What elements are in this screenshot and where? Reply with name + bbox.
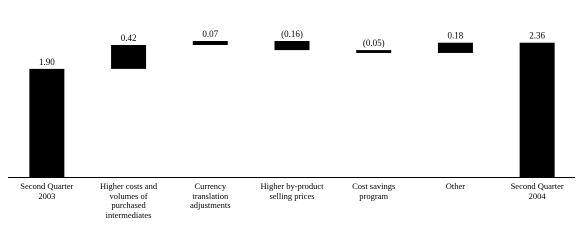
value-label: 0.07 [202, 29, 218, 39]
value-label: 2.36 [529, 31, 545, 41]
value-label: 0.42 [121, 33, 137, 43]
bar [111, 44, 147, 69]
bar [437, 42, 473, 53]
x-tick-label: Other [445, 181, 466, 191]
chart-canvas: 1.90 0.42 0.07 (0.16) (0.05) 0.18 2.36 [8, 29, 575, 178]
x-tick-label: Higher costs and volumes of purchased in… [99, 181, 158, 220]
bar [29, 68, 65, 177]
x-tick-label: Higher by-product selling prices [260, 181, 324, 201]
bar [356, 50, 392, 53]
value-label: (0.05) [363, 38, 385, 48]
value-label: (0.16) [281, 29, 303, 39]
x-tick-label: Second Quarter 2003 [20, 181, 74, 201]
x-tick-label: Second Quarter 2004 [510, 181, 564, 201]
value-label: 0.18 [448, 31, 464, 41]
bar [519, 42, 555, 178]
bar [192, 41, 228, 45]
bar [274, 41, 310, 51]
x-tick-label: Cost savings program [352, 181, 396, 201]
value-label: 1.90 [39, 57, 55, 67]
x-tick-label: Currency translation adjustments [189, 181, 231, 210]
chart: 1.90 0.42 0.07 (0.16) (0.05) 0.18 2.36 Second … [8, 29, 575, 220]
